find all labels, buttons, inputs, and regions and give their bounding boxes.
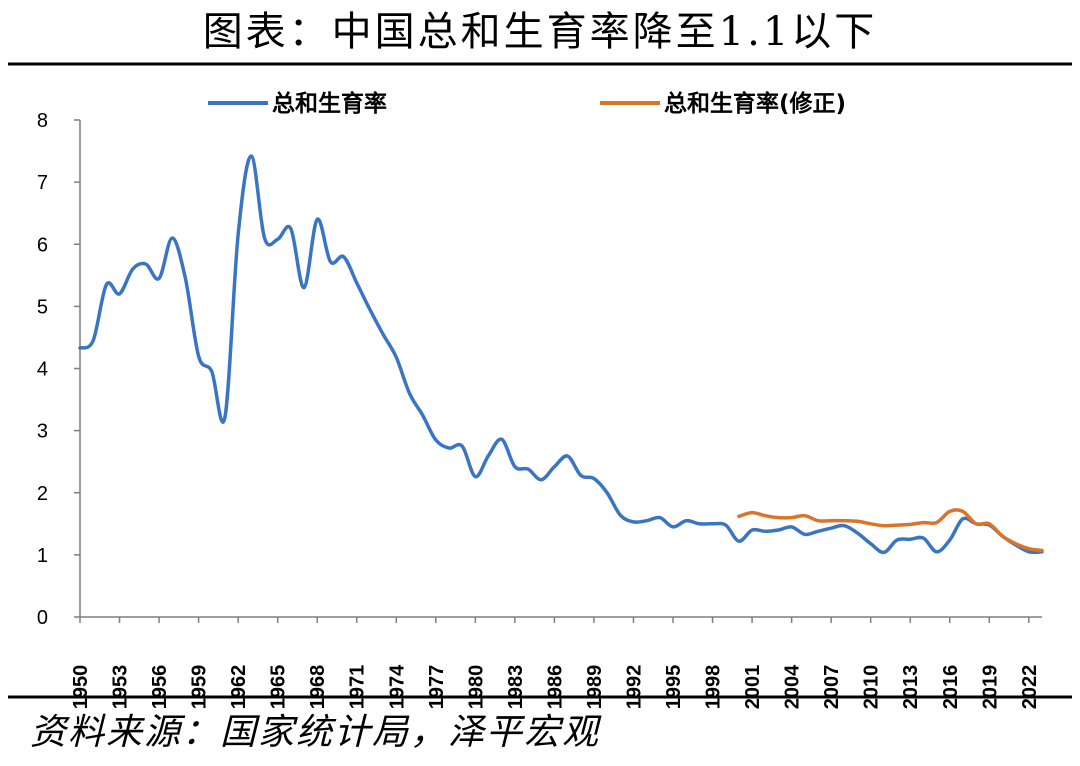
x-tick-label: 2019 [979, 665, 1001, 710]
y-tick-label: 2 [37, 483, 48, 505]
x-tick-label: 1980 [465, 665, 487, 710]
x-axis: 1950 1953 1956 1959 1962 1965 1968 1971 1974 1977… [70, 616, 1042, 710]
legend-label-2: 总和生育率(修正) [664, 90, 846, 117]
legend-label-1: 总和生育率 [272, 90, 387, 117]
x-tick-label: 1998 [703, 665, 725, 710]
y-tick-label: 6 [37, 234, 48, 256]
y-tick-label: 0 [37, 607, 48, 629]
x-tick-label: 1953 [110, 665, 132, 710]
x-tick-label: 1986 [544, 665, 566, 710]
x-tick-label: 1968 [307, 665, 329, 710]
legend: 总和生育率 总和生育率(修正) [208, 90, 846, 117]
y-tick-label: 5 [37, 296, 48, 318]
x-tick-label: 1977 [426, 665, 448, 710]
x-tick-label: 1962 [228, 665, 250, 710]
y-axis: 0 1 2 3 4 5 6 7 8 [37, 110, 81, 629]
y-tick-label: 1 [37, 545, 48, 567]
y-tick-label: 7 [37, 172, 48, 194]
x-tick-label: 2004 [782, 664, 804, 709]
x-tick-label: 1989 [584, 665, 606, 710]
y-tick-label: 3 [37, 421, 48, 443]
x-tick-label: 2007 [821, 665, 843, 710]
x-tick-label: 1992 [623, 665, 645, 710]
series-line-1 [78, 154, 1044, 555]
x-tick-label: 1965 [268, 665, 290, 710]
x-tick-label: 1959 [189, 665, 211, 710]
y-tick-label: 4 [37, 359, 48, 381]
x-tick-label: 2016 [940, 665, 962, 710]
x-tick-label: 1956 [149, 665, 171, 710]
x-tick-label: 2001 [742, 665, 764, 710]
series-layer [78, 154, 1044, 555]
x-tick-label: 2022 [1019, 665, 1041, 710]
x-tick-label: 1950 [70, 665, 92, 710]
x-tick-label: 1974 [386, 664, 408, 709]
series-line-2 [737, 508, 1044, 553]
source-note: 资料来源：国家统计局，泽平宏观 [30, 712, 601, 753]
x-tick-label: 1971 [347, 665, 369, 710]
x-tick-label: 1983 [505, 665, 527, 710]
x-tick-label: 2010 [861, 665, 883, 710]
chart-title: 图表：中国总和生育率降至1.1以下 [202, 9, 878, 55]
x-tick-label: 2013 [900, 665, 922, 710]
x-tick-label: 1995 [663, 665, 685, 710]
y-tick-label: 8 [37, 110, 48, 132]
